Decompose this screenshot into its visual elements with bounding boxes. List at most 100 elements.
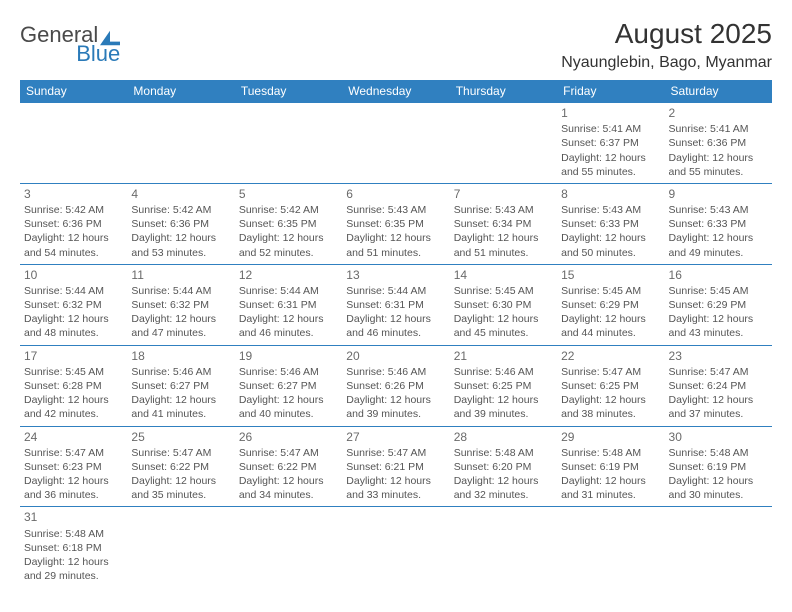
sunset-text: Sunset: 6:35 PM: [239, 217, 338, 231]
daylight-text: Daylight: 12 hours and 38 minutes.: [561, 393, 660, 421]
sunrise-text: Sunrise: 5:47 AM: [346, 446, 445, 460]
daylight-text: Daylight: 12 hours and 45 minutes.: [454, 312, 553, 340]
sunset-text: Sunset: 6:36 PM: [669, 136, 768, 150]
daylight-text: Daylight: 12 hours and 39 minutes.: [454, 393, 553, 421]
empty-cell: [450, 507, 557, 587]
day-cell: 16Sunrise: 5:45 AMSunset: 6:29 PMDayligh…: [665, 264, 772, 345]
day-header: Thursday: [450, 80, 557, 103]
daylight-text: Daylight: 12 hours and 49 minutes.: [669, 231, 768, 259]
daylight-text: Daylight: 12 hours and 37 minutes.: [669, 393, 768, 421]
day-cell: 8Sunrise: 5:43 AMSunset: 6:33 PMDaylight…: [557, 183, 664, 264]
day-number: 4: [131, 186, 230, 202]
sunset-text: Sunset: 6:34 PM: [454, 217, 553, 231]
day-cell: 24Sunrise: 5:47 AMSunset: 6:23 PMDayligh…: [20, 426, 127, 507]
day-cell: 2Sunrise: 5:41 AMSunset: 6:36 PMDaylight…: [665, 103, 772, 184]
empty-cell: [235, 103, 342, 184]
calendar-row: 31Sunrise: 5:48 AMSunset: 6:18 PMDayligh…: [20, 507, 772, 587]
day-cell: 20Sunrise: 5:46 AMSunset: 6:26 PMDayligh…: [342, 345, 449, 426]
sunset-text: Sunset: 6:31 PM: [239, 298, 338, 312]
daylight-text: Daylight: 12 hours and 40 minutes.: [239, 393, 338, 421]
day-number: 5: [239, 186, 338, 202]
month-title: August 2025: [561, 18, 772, 50]
day-number: 13: [346, 267, 445, 283]
sunset-text: Sunset: 6:18 PM: [24, 541, 123, 555]
sunrise-text: Sunrise: 5:46 AM: [131, 365, 230, 379]
sunrise-text: Sunrise: 5:42 AM: [131, 203, 230, 217]
day-cell: 28Sunrise: 5:48 AMSunset: 6:20 PMDayligh…: [450, 426, 557, 507]
day-number: 9: [669, 186, 768, 202]
day-header: Sunday: [20, 80, 127, 103]
logo: GeneralBlue: [20, 24, 120, 65]
daylight-text: Daylight: 12 hours and 29 minutes.: [24, 555, 123, 583]
sunset-text: Sunset: 6:22 PM: [239, 460, 338, 474]
day-cell: 21Sunrise: 5:46 AMSunset: 6:25 PMDayligh…: [450, 345, 557, 426]
sunset-text: Sunset: 6:32 PM: [131, 298, 230, 312]
calendar-row: 3Sunrise: 5:42 AMSunset: 6:36 PMDaylight…: [20, 183, 772, 264]
daylight-text: Daylight: 12 hours and 44 minutes.: [561, 312, 660, 340]
day-number: 22: [561, 348, 660, 364]
day-number: 3: [24, 186, 123, 202]
sunset-text: Sunset: 6:30 PM: [454, 298, 553, 312]
sunrise-text: Sunrise: 5:42 AM: [24, 203, 123, 217]
day-cell: 15Sunrise: 5:45 AMSunset: 6:29 PMDayligh…: [557, 264, 664, 345]
sunrise-text: Sunrise: 5:48 AM: [561, 446, 660, 460]
sunset-text: Sunset: 6:24 PM: [669, 379, 768, 393]
day-cell: 7Sunrise: 5:43 AMSunset: 6:34 PMDaylight…: [450, 183, 557, 264]
sunset-text: Sunset: 6:19 PM: [669, 460, 768, 474]
sunset-text: Sunset: 6:27 PM: [239, 379, 338, 393]
day-cell: 18Sunrise: 5:46 AMSunset: 6:27 PMDayligh…: [127, 345, 234, 426]
sunrise-text: Sunrise: 5:46 AM: [346, 365, 445, 379]
day-number: 10: [24, 267, 123, 283]
day-cell: 13Sunrise: 5:44 AMSunset: 6:31 PMDayligh…: [342, 264, 449, 345]
day-header: Saturday: [665, 80, 772, 103]
sunset-text: Sunset: 6:37 PM: [561, 136, 660, 150]
day-cell: 31Sunrise: 5:48 AMSunset: 6:18 PMDayligh…: [20, 507, 127, 587]
location: Nyaunglebin, Bago, Myanmar: [561, 54, 772, 72]
day-cell: 3Sunrise: 5:42 AMSunset: 6:36 PMDaylight…: [20, 183, 127, 264]
day-number: 23: [669, 348, 768, 364]
sunrise-text: Sunrise: 5:47 AM: [561, 365, 660, 379]
daylight-text: Daylight: 12 hours and 34 minutes.: [239, 474, 338, 502]
day-number: 6: [346, 186, 445, 202]
sunset-text: Sunset: 6:21 PM: [346, 460, 445, 474]
empty-cell: [557, 507, 664, 587]
calendar-row: 10Sunrise: 5:44 AMSunset: 6:32 PMDayligh…: [20, 264, 772, 345]
day-number: 17: [24, 348, 123, 364]
day-number: 1: [561, 105, 660, 121]
day-header: Wednesday: [342, 80, 449, 103]
sunrise-text: Sunrise: 5:45 AM: [561, 284, 660, 298]
day-number: 30: [669, 429, 768, 445]
empty-cell: [342, 103, 449, 184]
day-number: 25: [131, 429, 230, 445]
daylight-text: Daylight: 12 hours and 54 minutes.: [24, 231, 123, 259]
sunrise-text: Sunrise: 5:47 AM: [24, 446, 123, 460]
empty-cell: [127, 103, 234, 184]
daylight-text: Daylight: 12 hours and 41 minutes.: [131, 393, 230, 421]
day-cell: 6Sunrise: 5:43 AMSunset: 6:35 PMDaylight…: [342, 183, 449, 264]
sunset-text: Sunset: 6:35 PM: [346, 217, 445, 231]
day-number: 16: [669, 267, 768, 283]
day-cell: 14Sunrise: 5:45 AMSunset: 6:30 PMDayligh…: [450, 264, 557, 345]
day-header: Friday: [557, 80, 664, 103]
sunrise-text: Sunrise: 5:43 AM: [669, 203, 768, 217]
day-number: 11: [131, 267, 230, 283]
empty-cell: [20, 103, 127, 184]
day-number: 26: [239, 429, 338, 445]
day-cell: 30Sunrise: 5:48 AMSunset: 6:19 PMDayligh…: [665, 426, 772, 507]
empty-cell: [665, 507, 772, 587]
daylight-text: Daylight: 12 hours and 47 minutes.: [131, 312, 230, 340]
sunrise-text: Sunrise: 5:48 AM: [669, 446, 768, 460]
day-cell: 11Sunrise: 5:44 AMSunset: 6:32 PMDayligh…: [127, 264, 234, 345]
day-cell: 9Sunrise: 5:43 AMSunset: 6:33 PMDaylight…: [665, 183, 772, 264]
sunset-text: Sunset: 6:26 PM: [346, 379, 445, 393]
sunrise-text: Sunrise: 5:42 AM: [239, 203, 338, 217]
daylight-text: Daylight: 12 hours and 31 minutes.: [561, 474, 660, 502]
calendar-body: 1Sunrise: 5:41 AMSunset: 6:37 PMDaylight…: [20, 103, 772, 588]
day-cell: 5Sunrise: 5:42 AMSunset: 6:35 PMDaylight…: [235, 183, 342, 264]
day-number: 12: [239, 267, 338, 283]
day-header-row: Sunday Monday Tuesday Wednesday Thursday…: [20, 80, 772, 103]
calendar-row: 24Sunrise: 5:47 AMSunset: 6:23 PMDayligh…: [20, 426, 772, 507]
day-number: 15: [561, 267, 660, 283]
day-cell: 1Sunrise: 5:41 AMSunset: 6:37 PMDaylight…: [557, 103, 664, 184]
sunrise-text: Sunrise: 5:43 AM: [346, 203, 445, 217]
